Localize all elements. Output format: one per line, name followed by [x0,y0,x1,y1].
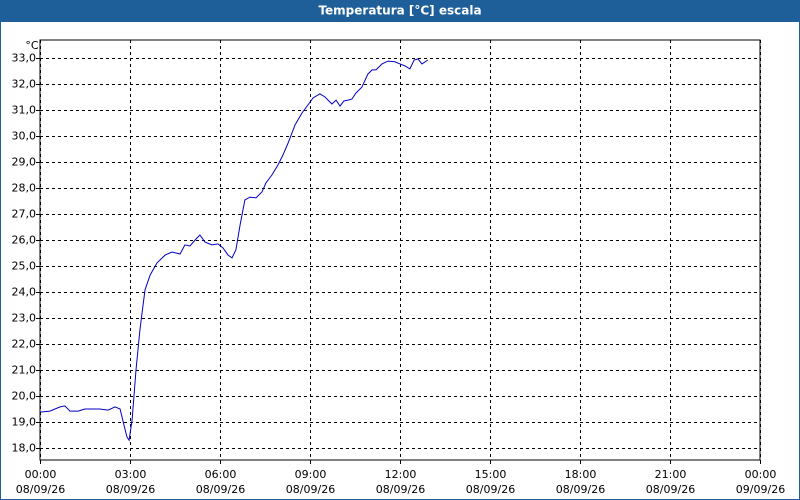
y-tick-label: 18,0 [12,442,37,455]
x-tick-label: 21:00 [655,468,687,481]
x-tick-date: 08/09/26 [16,483,65,496]
y-tick-label: 23,0 [12,312,37,325]
y-tick-label: 26,0 [12,234,37,247]
y-tick-label: 25,0 [12,260,37,273]
y-tick-label: 21,0 [12,364,37,377]
x-tick-date: 08/09/26 [286,483,335,496]
y-tick-label: 31,0 [12,104,37,117]
x-tick-date: 08/09/26 [466,483,515,496]
y-tick-label: 33,0 [12,52,37,65]
y-tick-label: 27,0 [12,208,37,221]
x-tick-label: 15:00 [475,468,507,481]
x-tick-date: 08/09/26 [376,483,425,496]
y-unit: °C [25,39,39,52]
x-tick-date: 08/09/26 [196,483,245,496]
y-tick-label: 29,0 [12,156,37,169]
x-tick-label: 06:00 [205,468,237,481]
y-tick-label: 20,0 [12,390,37,403]
title-bar [0,0,800,22]
y-tick-label: 19,0 [12,416,37,429]
x-tick-label: 03:00 [115,468,147,481]
chart-title: Temperatura [°C] escala [318,4,481,18]
x-tick-date: 09/09/26 [736,483,785,496]
data-line [39,58,429,442]
y-tick-label: 24,0 [12,286,37,299]
x-tick-date: 08/09/26 [556,483,605,496]
y-tick-label: 28,0 [12,182,37,195]
y-tick-label: 22,0 [12,338,37,351]
x-tick-label: 12:00 [385,468,417,481]
x-tick-date: 08/09/26 [646,483,695,496]
x-tick-label: 00:00 [25,468,57,481]
x-tick-label: 18:00 [565,468,597,481]
x-tick-label: 09:00 [295,468,327,481]
x-tick-date: 08/09/26 [106,483,155,496]
x-tick-label: 00:00 [745,468,777,481]
y-tick-label: 32,0 [12,78,37,91]
y-tick-label: 30,0 [12,130,37,143]
